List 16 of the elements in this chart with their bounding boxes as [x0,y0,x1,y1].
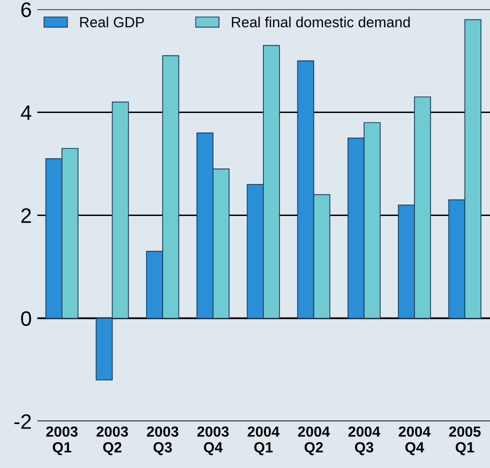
x-tick-label: 2003 Q1 [46,426,78,456]
x-tick-label: 2004 Q3 [348,426,380,456]
x-tick-label: 2003 Q4 [197,426,229,456]
x-tick-label: 2003 Q2 [96,426,128,456]
y-tick-label: 2 [21,208,31,223]
legend-label: Real GDP [80,16,144,28]
y-tick-label: 4 [20,106,32,120]
y-tick-label: 6 [21,2,31,18]
x-tick-label: 2003 Q3 [146,426,178,456]
x-tick-label: 2005 Q1 [449,426,481,456]
y-tick-label: 0 [21,311,32,326]
x-tick-label: 2004 Q2 [298,426,330,456]
x-tick-label: 2004 Q4 [398,426,431,456]
x-tick-label: 2004 Q1 [248,426,280,456]
legend-label: Real final domestic demand [232,16,410,28]
y-tick-label: -2 [14,414,31,429]
